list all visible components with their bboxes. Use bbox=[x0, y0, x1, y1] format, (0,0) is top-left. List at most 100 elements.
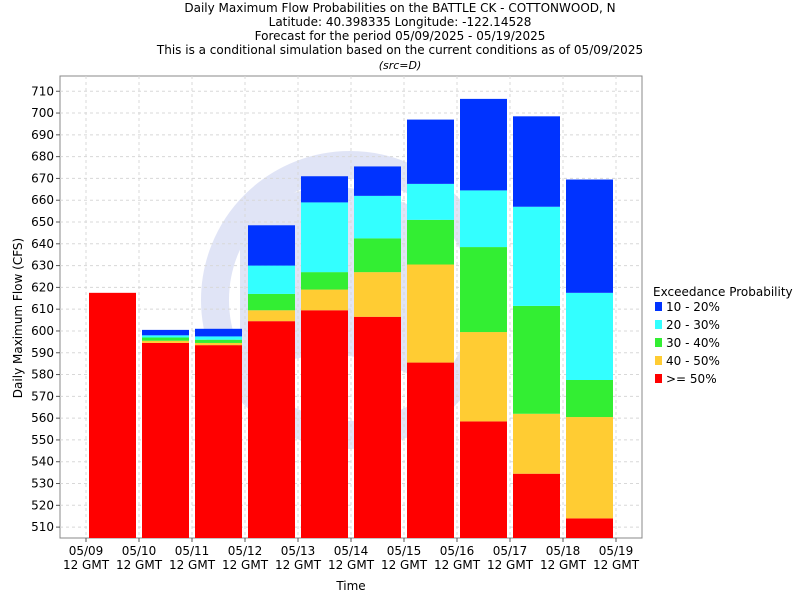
bar-segment-3 bbox=[407, 219, 454, 265]
legend-title: Exceedance Probability bbox=[653, 285, 793, 299]
bar-segment-4 bbox=[195, 336, 242, 340]
bar-segment-2 bbox=[301, 289, 348, 311]
legend-label: >= 50% bbox=[666, 372, 717, 386]
legend-swatch bbox=[655, 338, 662, 347]
y-tick-label: 510 bbox=[31, 520, 54, 534]
bar-segment-3 bbox=[566, 380, 613, 418]
chart-location: Latitude: 40.398335 Longitude: -122.1452… bbox=[269, 15, 532, 29]
bar-segment-2 bbox=[407, 264, 454, 363]
y-tick-label: 580 bbox=[31, 368, 54, 382]
x-tick-label-date: 05/17 bbox=[493, 544, 528, 558]
x-tick-label-date: 05/10 bbox=[122, 544, 157, 558]
bar-segment-5 bbox=[513, 116, 560, 207]
x-tick-label-time: 12 GMT bbox=[593, 558, 640, 572]
bar-segment-3 bbox=[248, 293, 295, 311]
legend-label: 10 - 20% bbox=[666, 300, 720, 314]
x-tick-label-date: 05/15 bbox=[387, 544, 422, 558]
y-tick-label: 600 bbox=[31, 324, 54, 338]
bar-segment-1 bbox=[513, 473, 560, 538]
y-tick-label: 630 bbox=[31, 259, 54, 273]
bar-segment-5 bbox=[195, 328, 242, 337]
bar-segment-1 bbox=[566, 518, 613, 538]
x-tick-label-time: 12 GMT bbox=[169, 558, 216, 572]
bar-segment-1 bbox=[195, 345, 242, 538]
bar-segment-2 bbox=[566, 417, 613, 519]
y-tick-label: 530 bbox=[31, 477, 54, 491]
bar-segment-4 bbox=[513, 206, 560, 306]
y-tick-label: 560 bbox=[31, 411, 54, 425]
bar-segment-2 bbox=[195, 342, 242, 346]
chart-condition-note: This is a conditional simulation based o… bbox=[156, 43, 643, 57]
bar-segment-5 bbox=[248, 225, 295, 266]
bar-segment-2 bbox=[142, 340, 189, 343]
chart-title: Daily Maximum Flow Probabilities on the … bbox=[184, 1, 615, 15]
bar-segment-5 bbox=[566, 179, 613, 293]
y-tick-label: 550 bbox=[31, 433, 54, 447]
chart-period: Forecast for the period 05/09/2025 - 05/… bbox=[255, 29, 546, 43]
y-tick-label: 700 bbox=[31, 106, 54, 120]
x-tick-label-time: 12 GMT bbox=[487, 558, 534, 572]
bar-segment-5 bbox=[460, 98, 507, 191]
bar-segment-1 bbox=[354, 316, 401, 538]
bar-segment-1 bbox=[142, 342, 189, 538]
bar-segment-4 bbox=[301, 202, 348, 273]
x-tick-label-time: 12 GMT bbox=[540, 558, 587, 572]
x-tick-label-time: 12 GMT bbox=[222, 558, 269, 572]
y-tick-label: 520 bbox=[31, 498, 54, 512]
bar-segment-2 bbox=[248, 310, 295, 322]
x-tick-label-date: 05/13 bbox=[281, 544, 316, 558]
x-axis-title: Time bbox=[335, 579, 365, 593]
y-tick-label: 660 bbox=[31, 193, 54, 207]
bar-segment-2 bbox=[460, 332, 507, 422]
y-axis: 510 520 530 540 550 560 570 580 590 600 610 620 630 6… bbox=[31, 84, 60, 534]
x-tick-label-time: 12 GMT bbox=[63, 558, 110, 572]
bar-segment-3 bbox=[513, 305, 560, 414]
chart-source: (src=D) bbox=[379, 59, 422, 72]
y-tick-label: 590 bbox=[31, 346, 54, 360]
bar-segment-3 bbox=[301, 272, 348, 290]
bar-segment-4 bbox=[407, 183, 454, 220]
x-tick-label-time: 12 GMT bbox=[434, 558, 481, 572]
bar-segment-4 bbox=[142, 335, 189, 338]
bar-segment-5 bbox=[301, 176, 348, 203]
y-tick-label: 650 bbox=[31, 215, 54, 229]
bar-segment-3 bbox=[354, 238, 401, 273]
y-tick-label: 620 bbox=[31, 280, 54, 294]
bar-segment-3 bbox=[142, 337, 189, 341]
bar-segment-2 bbox=[354, 272, 401, 317]
y-tick-label: 640 bbox=[31, 237, 54, 251]
y-tick-label: 570 bbox=[31, 389, 54, 403]
legend-label: 20 - 30% bbox=[666, 318, 720, 332]
bar-segment-4 bbox=[354, 195, 401, 239]
bar-segment-5 bbox=[142, 329, 189, 336]
x-tick-label-time: 12 GMT bbox=[116, 558, 163, 572]
bar-segment-2 bbox=[513, 413, 560, 474]
legend-label: 40 - 50% bbox=[666, 354, 720, 368]
bar-segment-4 bbox=[460, 190, 507, 248]
bar-segment-1 bbox=[301, 310, 348, 538]
bar-segment-3 bbox=[195, 339, 242, 343]
x-tick-label-date: 05/16 bbox=[440, 544, 475, 558]
bars bbox=[89, 98, 613, 538]
bar-segment-3 bbox=[460, 247, 507, 333]
x-tick-label-date: 05/12 bbox=[228, 544, 263, 558]
legend-swatch bbox=[655, 320, 662, 329]
y-tick-label: 540 bbox=[31, 455, 54, 469]
x-tick-label-date: 05/09 bbox=[69, 544, 104, 558]
legend-swatch bbox=[655, 302, 662, 311]
legend-label: 30 - 40% bbox=[666, 336, 720, 350]
x-tick-label-time: 12 GMT bbox=[328, 558, 375, 572]
x-tick-label-date: 05/19 bbox=[599, 544, 634, 558]
bar-segment-5 bbox=[407, 119, 454, 184]
x-tick-label-date: 05/18 bbox=[546, 544, 581, 558]
y-tick-label: 610 bbox=[31, 302, 54, 316]
bar-segment-1 bbox=[407, 362, 454, 538]
bar-segment-4 bbox=[566, 292, 613, 381]
legend-swatch bbox=[655, 356, 662, 365]
bar-segment-4 bbox=[248, 265, 295, 294]
y-tick-label: 680 bbox=[31, 150, 54, 164]
x-tick-label-date: 05/14 bbox=[334, 544, 369, 558]
bar-segment-1 bbox=[248, 321, 295, 538]
